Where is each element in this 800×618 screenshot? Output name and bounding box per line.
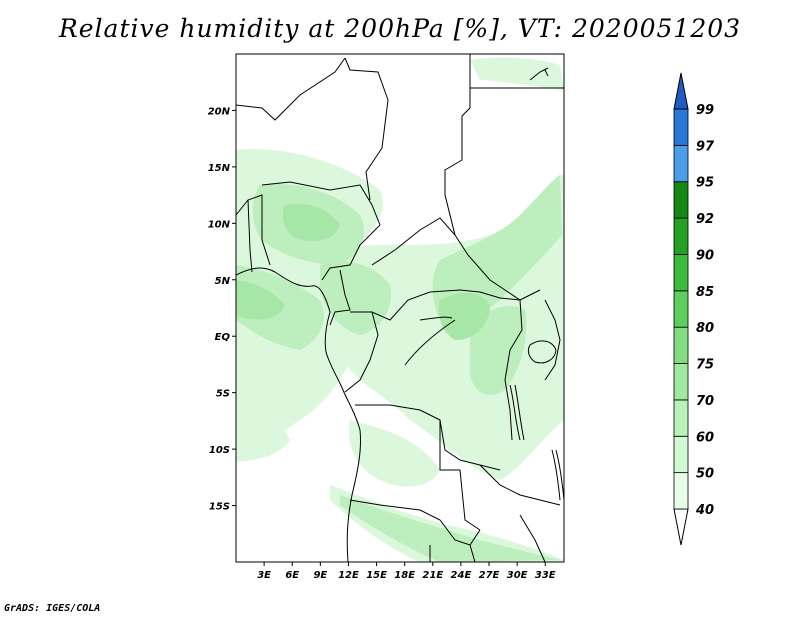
lat-tick-label: EQ (215, 332, 231, 343)
lon-tick-label: 24E (451, 570, 472, 581)
colorbar-box (673, 399, 689, 437)
lat-tick-label: 15S (209, 502, 230, 513)
coastline-west (236, 267, 361, 562)
humidity-core-coast (236, 280, 285, 320)
lon-tick-label: 33E (535, 570, 556, 581)
border-zambia (479, 464, 561, 506)
lat-axis: 20N 15N 10N 5N EQ 5S 10S 15S (208, 106, 236, 513)
river-congo (404, 316, 456, 366)
border-cameroon (329, 269, 351, 326)
colorbar-label: 70 (696, 394, 714, 409)
border-west-2 (247, 199, 253, 273)
colorbar-box (673, 217, 689, 255)
lon-tick-label: 21E (422, 570, 443, 581)
colorbar-box (673, 144, 689, 183)
border-congo-drc (344, 311, 379, 393)
lat-tick-label: 10S (209, 445, 230, 456)
lake-tanganyika (509, 384, 525, 441)
lat-tick-label: 20N (208, 106, 231, 117)
colorbar-low-triangle (673, 508, 689, 546)
humidity-region-rift (470, 305, 527, 395)
country-borders (236, 54, 564, 562)
border-niger-nigeria (261, 181, 381, 281)
humidity-region-north-east (470, 57, 564, 90)
grads-credit: GrADS: IGES/COLA (4, 603, 101, 614)
lon-tick-label: 27E (479, 570, 500, 581)
colorbar-box (673, 326, 689, 364)
humidity-shading (236, 57, 564, 562)
colorbar-label: 80 (696, 321, 714, 336)
lon-tick-label: 15E (366, 570, 387, 581)
colorbar-label: 50 (696, 467, 714, 482)
border-angola-zambia (439, 420, 481, 531)
lat-tick-label: 5S (216, 389, 230, 400)
map-frame (235, 53, 565, 563)
colorbar-box (673, 472, 689, 510)
lon-axis: 3E 6E 9E 12E 15E 18E 21E 24E 27E 30E 33E (257, 562, 556, 581)
border-car-drc (350, 289, 521, 321)
lon-tick-label: 3E (257, 570, 271, 581)
humidity-core-niger (282, 203, 340, 242)
humidity-region-south-ridge (340, 495, 560, 562)
lon-tick-label: 30E (507, 570, 528, 581)
border-west-1 (236, 194, 271, 266)
map-title: Relative humidity at 200hPa [%], VT: 202… (58, 14, 742, 43)
border-north-2 (344, 57, 389, 201)
border-chad-sudan (444, 194, 456, 236)
border-east-africa (544, 299, 561, 381)
colorbar-box (673, 181, 689, 219)
colorbar-box (673, 363, 689, 401)
humidity-region-angola (349, 420, 440, 487)
colorbar-box (673, 108, 689, 146)
humidity-region-sw-band (236, 380, 290, 462)
humidity-region-south-band (330, 485, 564, 562)
lon-tick-label: 12E (338, 570, 359, 581)
colorbar-label: 95 (696, 176, 714, 191)
humidity-core-congo (438, 293, 490, 340)
colorbar-label: 92 (696, 212, 714, 227)
lake-malawi (551, 449, 564, 501)
colorbar-label: 90 (696, 248, 714, 263)
border-southern (429, 514, 546, 562)
colorbar-label: 85 (696, 285, 714, 300)
colorbar-label: 97 (696, 139, 715, 154)
lat-tick-label: 15N (208, 163, 231, 174)
colorbar-box (673, 254, 689, 292)
colorbar-label: 75 (696, 358, 714, 373)
lat-tick-label: 10N (208, 219, 231, 230)
colorbar-box (673, 435, 689, 474)
lon-tick-label: 18E (394, 570, 415, 581)
humidity-region-east-band (432, 175, 562, 324)
border-drc-east (504, 299, 523, 441)
colorbar: 40 50 60 70 75 80 85 90 92 95 97 99 (673, 72, 715, 546)
border-north-1 (236, 57, 346, 121)
lat-tick-label: 5N (215, 276, 231, 287)
coast-northeast (529, 67, 549, 81)
lon-tick-label: 9E (313, 570, 327, 581)
colorbar-high-triangle (673, 72, 689, 110)
border-libya-egypt (444, 54, 471, 195)
border-drc-south (355, 404, 501, 471)
lon-tick-label: 6E (285, 570, 299, 581)
colorbar-label: 60 (696, 430, 714, 445)
colorbar-box (673, 290, 689, 328)
colorbar-label: 99 (696, 103, 714, 118)
colorbar-label: 40 (695, 503, 714, 518)
lake-victoria (527, 340, 557, 364)
